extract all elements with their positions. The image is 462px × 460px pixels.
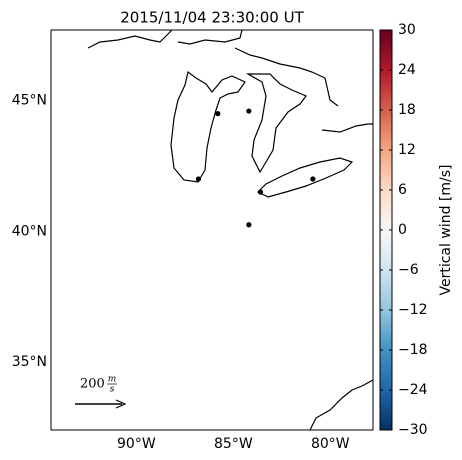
map-frame — [50, 29, 374, 431]
y-tick-label: 35°N — [12, 354, 47, 370]
colorbar-tick-label: 24 — [398, 62, 416, 78]
lake-superior-shore — [87, 30, 339, 107]
lake-huron-shore — [245, 73, 307, 174]
station — [257, 189, 264, 195]
colorbar-tick-label: −6 — [398, 262, 419, 278]
y-tick-label: 45°N — [12, 93, 47, 109]
coastlines — [87, 30, 373, 430]
scale-arrow: 200 m s — [75, 375, 127, 409]
scale-unit-denominator: s — [110, 385, 115, 395]
colorbar-tick-label: −18 — [398, 342, 428, 358]
lake-erie-shore — [256, 157, 354, 198]
atlantic-coast — [309, 379, 373, 430]
station — [246, 222, 252, 228]
colorbar-tick-label: −30 — [398, 422, 428, 438]
colorbar-tick-label: 12 — [398, 142, 416, 158]
colorbar-tick-label: 30 — [398, 22, 416, 38]
arrow-head — [115, 399, 127, 409]
x-tick-label: 85°W — [214, 436, 253, 452]
y-tick-label: 40°N — [12, 223, 47, 239]
lake-michigan-shore — [170, 70, 246, 183]
station — [195, 176, 202, 182]
colorbar-tick-label: 0 — [398, 222, 407, 238]
station — [246, 108, 252, 114]
station — [215, 111, 221, 117]
colorbar-tick-label: −12 — [398, 302, 428, 318]
colorbar-tick-label: 18 — [398, 102, 416, 118]
title: 2015/11/04 23:30:00 UT — [120, 9, 304, 27]
x-tick-label: 80°W — [311, 436, 350, 452]
station — [310, 176, 316, 182]
scale-value: 200 — [80, 377, 105, 392]
lake-ontario-shore — [321, 123, 373, 133]
colorbar-label: Vertical wind [m/s] — [438, 165, 454, 296]
x-tick-label: 90°W — [117, 436, 156, 452]
colorbar-tick-label: 6 — [398, 182, 407, 198]
scale-unit-numerator: m — [108, 375, 117, 385]
colorbar-tick-label: −24 — [398, 382, 428, 398]
